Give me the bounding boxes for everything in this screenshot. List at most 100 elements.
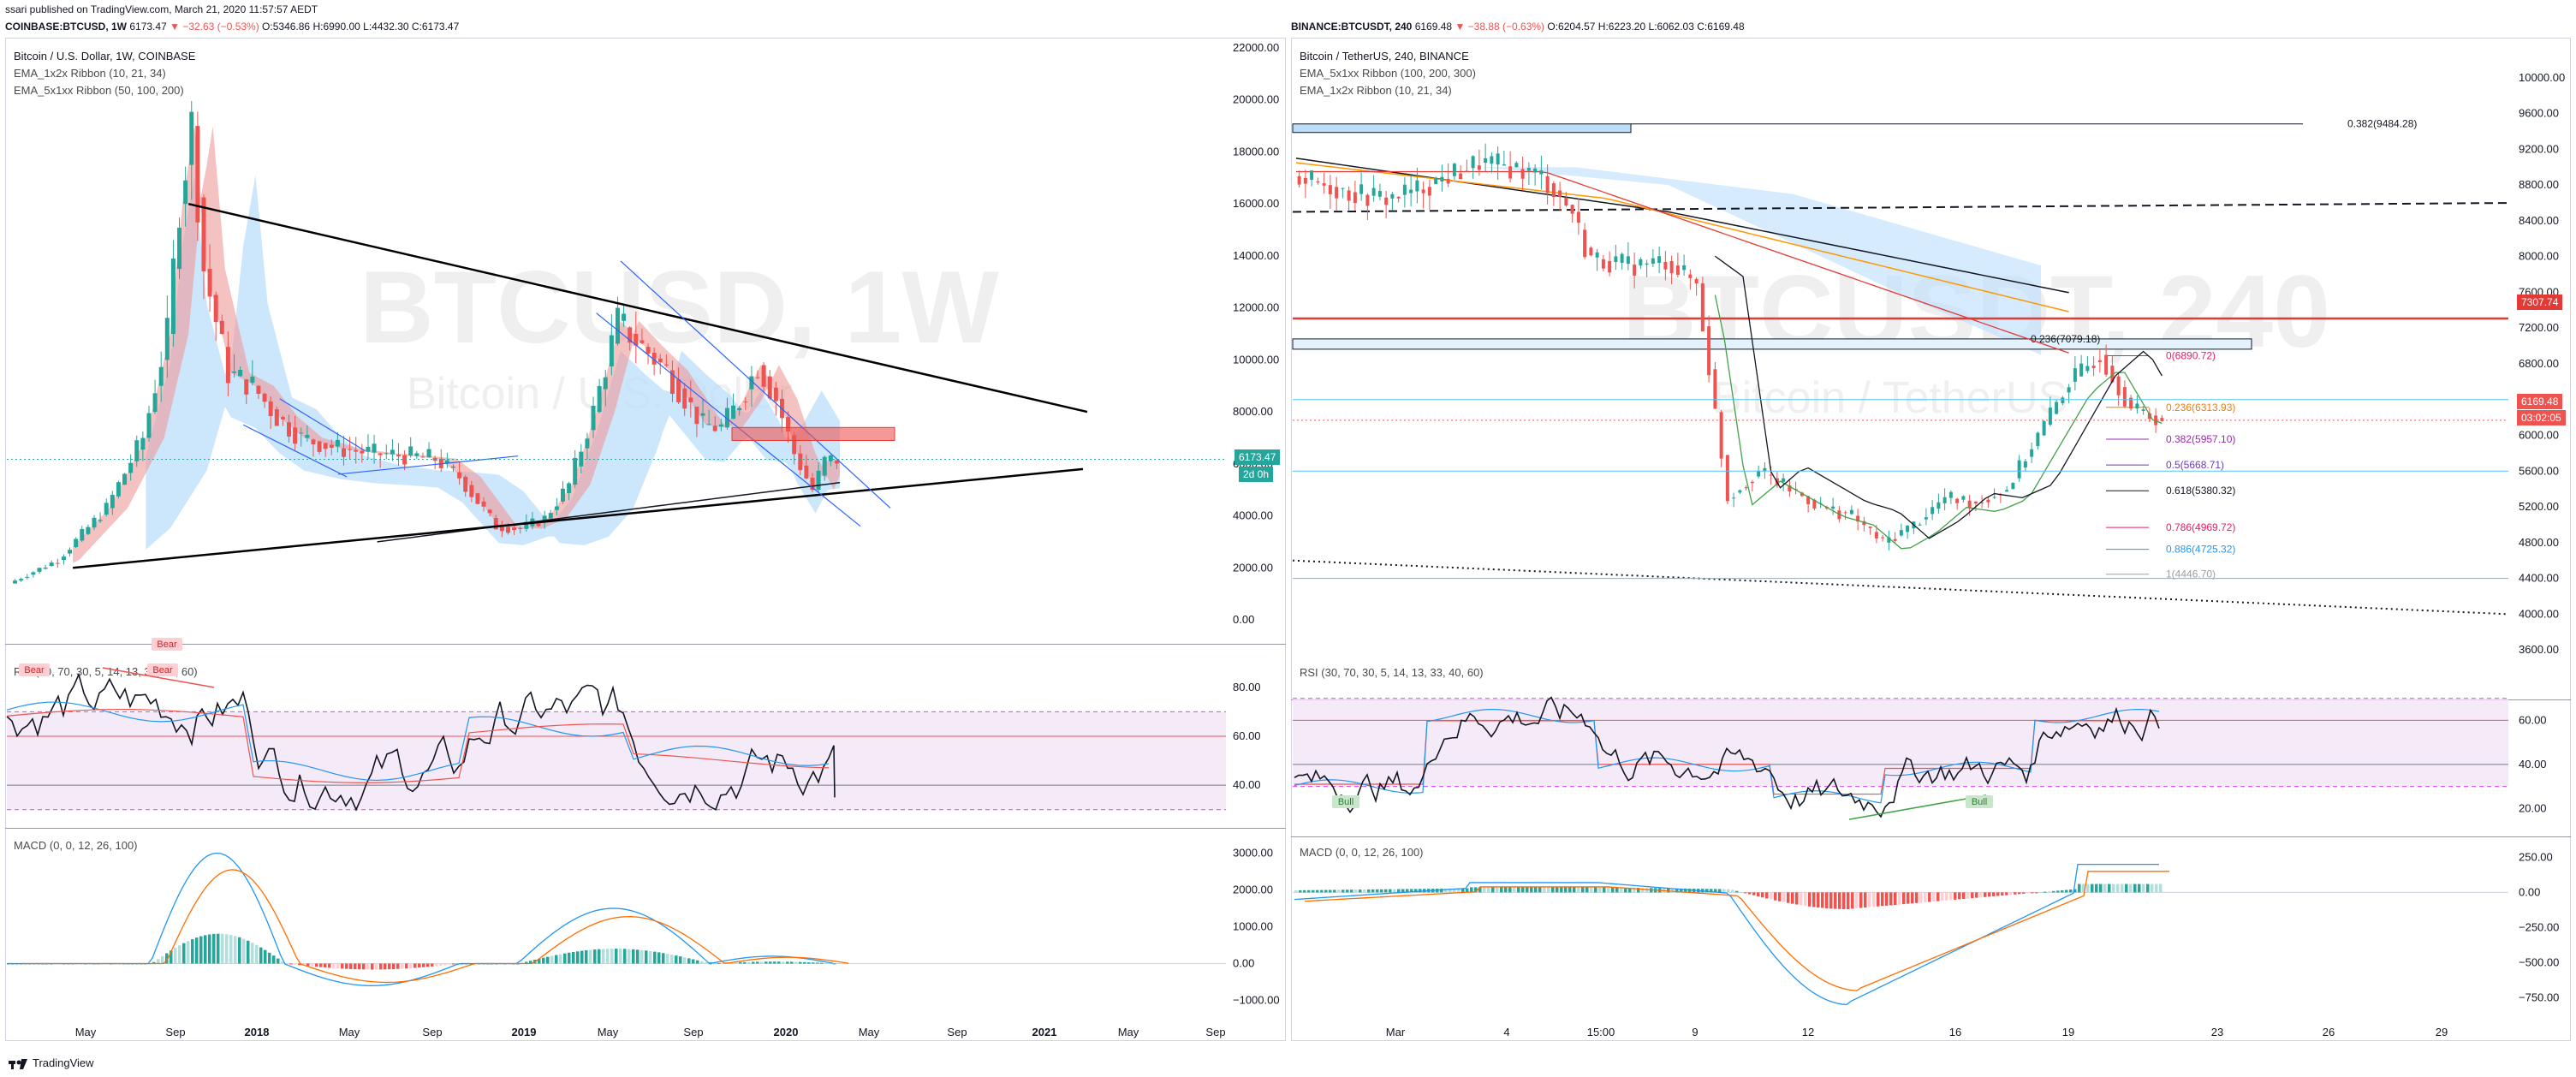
- candle-body: [2110, 366, 2115, 383]
- macd-histogram-bar: [542, 957, 545, 964]
- left-indicator-2[interactable]: EMA_5x1xx Ribbon (50, 100, 200): [14, 84, 184, 97]
- right-indicator-2[interactable]: EMA_1x2x Ribbon (10, 21, 34): [1300, 84, 1452, 97]
- macd-histogram-bar: [2069, 890, 2073, 893]
- macd-histogram-bar: [816, 962, 819, 964]
- candle-body: [134, 440, 140, 461]
- right-chart-panel[interactable]: [1291, 38, 2571, 1041]
- macd-histogram-bar: [306, 963, 310, 967]
- macd-histogram-bar: [550, 955, 554, 964]
- macd-histogram-bar: [157, 959, 160, 964]
- candle-body: [152, 393, 158, 413]
- macd-histogram-bar: [2001, 892, 2004, 896]
- rsi-slow-line: [6, 708, 830, 783]
- macd-histogram-bar: [1384, 889, 1388, 893]
- candle-body: [1421, 189, 1425, 193]
- macd-histogram-bar: [1414, 889, 1418, 893]
- bear-label: Bear: [24, 665, 45, 675]
- candle-body: [1843, 512, 1847, 514]
- macd-histogram-bar: [1500, 887, 1503, 893]
- candle-body: [1365, 194, 1370, 206]
- macd-histogram-bar: [255, 944, 259, 964]
- left-macd-pane[interactable]: [7, 852, 1226, 986]
- candle-body: [1608, 260, 1612, 273]
- supply-zone-box: [1292, 123, 1632, 134]
- macd-histogram-bar: [2035, 892, 2038, 894]
- left-chart-panel[interactable]: [5, 38, 1286, 1041]
- left-indicator-1[interactable]: EMA_1x2x Ribbon (10, 21, 34): [14, 67, 166, 80]
- macd-histogram-bar: [782, 961, 785, 964]
- left-macd-label[interactable]: MACD (0, 0, 12, 26, 100): [14, 839, 138, 852]
- macd-histogram-bar: [1466, 888, 1469, 893]
- macd-histogram-bar: [2116, 884, 2120, 893]
- axes-layer: 22000.00 20000.00 18000.00 16000.00 14000.00…: [75, 41, 2566, 1038]
- right-rsi-label[interactable]: RSI (30, 70, 30, 5, 14, 13, 33, 40, 60): [1300, 666, 1484, 679]
- macd-histogram-bar: [2065, 890, 2068, 893]
- candle-body: [256, 385, 261, 395]
- candle-body: [1657, 256, 1662, 264]
- right-price-pane[interactable]: 0.382(9484.28) 0.236(7079.18) 0(6890.72) 0.…: [1292, 118, 2509, 616]
- macd-histogram-bar: [1821, 892, 1824, 908]
- macd-histogram-bar: [358, 963, 361, 970]
- right-macd-separator[interactable]: [1291, 836, 2571, 837]
- left-price-pane[interactable]: [7, 101, 1226, 584]
- macd-histogram-bar: [649, 950, 652, 964]
- macd-histogram-bar: [623, 949, 627, 964]
- candle-body: [1948, 491, 1953, 498]
- candle-body: [1675, 265, 1680, 275]
- candle-body: [2030, 449, 2034, 457]
- candle-body: [372, 443, 377, 453]
- macd-histogram-bar: [1337, 890, 1341, 893]
- right-indicator-1[interactable]: EMA_5x1xx Ribbon (100, 200, 300): [1300, 67, 1476, 80]
- right-price-ytick: 7200.00: [2519, 321, 2559, 334]
- left-rsi-pane[interactable]: Bear Bear Bear: [6, 638, 1226, 812]
- macd-histogram-bar: [1393, 889, 1396, 893]
- right-macd-ytick: −750.00: [2519, 991, 2559, 1003]
- macd-histogram-bar: [1371, 889, 1375, 893]
- left-rsi-separator[interactable]: [5, 644, 1286, 645]
- candle-body: [1800, 492, 1804, 497]
- candle-body: [1570, 205, 1574, 214]
- candle-body: [749, 376, 754, 390]
- macd-histogram-bar: [1945, 892, 1948, 901]
- macd-histogram-bar: [1521, 887, 1525, 893]
- left-xtick: Sep: [422, 1026, 442, 1038]
- candle-body: [250, 376, 255, 383]
- macd-histogram-bar: [1346, 890, 1349, 893]
- macd-histogram-bar: [1397, 889, 1401, 893]
- candle-body: [773, 387, 778, 402]
- candle-body: [426, 449, 431, 458]
- candle-body: [98, 520, 103, 521]
- macd-histogram-bar: [713, 963, 717, 965]
- candle-body: [1725, 455, 1729, 502]
- right-macd-pane[interactable]: [1293, 863, 2508, 1006]
- macd-histogram-bar: [366, 963, 370, 970]
- candle-body: [1868, 527, 1872, 528]
- macd-histogram-bar: [435, 963, 438, 967]
- macd-histogram-bar: [1410, 889, 1413, 893]
- macd-histogram-bar: [1444, 888, 1448, 893]
- macd-histogram-bar: [1765, 892, 1769, 899]
- candle-body: [810, 478, 815, 491]
- macd-histogram-bar: [735, 962, 738, 964]
- candle-body: [122, 473, 128, 485]
- macd-histogram-bar: [2155, 884, 2158, 893]
- candle-body: [1651, 258, 1655, 265]
- macd-histogram-bar: [199, 936, 203, 964]
- right-rsi-pane[interactable]: Bull Bull: [1293, 696, 2508, 820]
- right-macd-label[interactable]: MACD (0, 0, 12, 26, 100): [1300, 846, 1424, 859]
- macd-histogram-bar: [1607, 887, 1610, 893]
- macd-histogram-bar: [568, 952, 571, 964]
- left-macd-separator[interactable]: [5, 828, 1286, 829]
- macd-histogram-bar: [1855, 892, 1859, 908]
- candle-body: [1744, 487, 1748, 489]
- candle-body: [177, 227, 182, 270]
- macd-histogram-bar: [401, 963, 404, 969]
- footer-brand[interactable]: TradingView: [9, 1056, 94, 1069]
- macd-histogram-bar: [1770, 892, 1773, 900]
- macd-histogram-bar: [1915, 892, 1919, 903]
- macd-histogram-bar: [1641, 888, 1645, 893]
- macd-histogram-bar: [705, 962, 708, 964]
- macd-histogram-bar: [1564, 887, 1568, 893]
- published-header: ssari published on TradingView.com, Marc…: [5, 3, 318, 15]
